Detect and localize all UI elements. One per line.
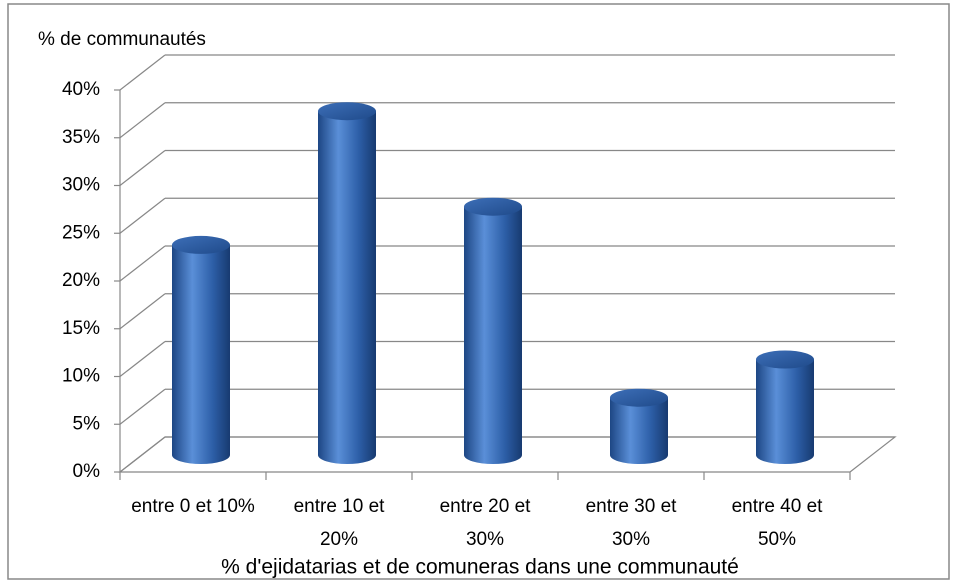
- y-tick-label: 20%: [62, 270, 100, 291]
- bar-top: [756, 350, 814, 369]
- y-tick-label: 5%: [73, 413, 101, 434]
- grid-line-side: [119, 245, 166, 282]
- y-tick-label: 40%: [62, 79, 100, 100]
- axis-title: % de communautés: [38, 29, 206, 50]
- bar: [464, 206, 522, 464]
- x-tick-label: entre 30 et 30%: [585, 496, 677, 550]
- bar: [756, 359, 814, 464]
- bar: [172, 244, 230, 464]
- y-tick-label: 10%: [62, 366, 100, 387]
- grid-line-side: [119, 293, 166, 330]
- grid-line-side: [119, 341, 166, 377]
- x-tick-label: entre 20 et 30%: [439, 496, 531, 550]
- x-axis-title: % d'ejidatarias et de comuneras dans une…: [221, 556, 739, 579]
- grid-line-side: [119, 388, 166, 425]
- bar-top: [318, 102, 376, 121]
- y-tick-label: 25%: [62, 222, 100, 243]
- grid-line-side: [119, 102, 166, 139]
- y-tick-label: 0%: [73, 461, 101, 482]
- bar: [610, 397, 668, 464]
- x-tick-label: entre 0 et 10%: [131, 496, 255, 517]
- bar: [318, 111, 376, 464]
- x-tick-label: entre 10 et 20%: [293, 496, 385, 550]
- bar-top: [172, 235, 230, 254]
- grid-line-side: [119, 54, 166, 91]
- grid-line-side: [119, 197, 166, 234]
- y-tick-label: 30%: [62, 175, 100, 196]
- grid-line-side: [119, 150, 166, 186]
- bar-top: [464, 197, 522, 216]
- bar-top: [610, 388, 668, 407]
- y-tick-label: 35%: [62, 127, 100, 148]
- x-tick-label: entre 40 et 50%: [731, 496, 823, 550]
- y-tick-label: 15%: [62, 318, 100, 339]
- grid-line-side: [119, 436, 166, 473]
